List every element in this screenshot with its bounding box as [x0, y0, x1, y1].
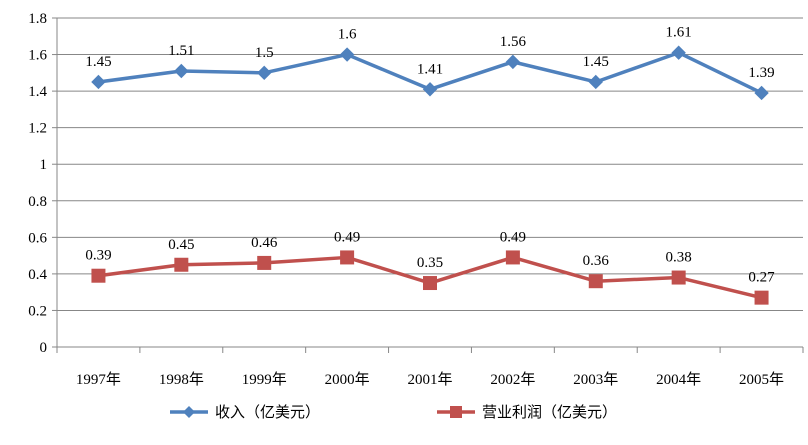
legend-marker	[450, 406, 462, 418]
data-label: 1.5	[255, 45, 274, 61]
y-tick-label: 0	[40, 340, 48, 356]
data-label: 0.45	[168, 237, 194, 253]
data-label: 1.39	[748, 65, 774, 81]
data-label: 0.49	[334, 229, 360, 245]
data-label: 0.35	[417, 255, 443, 271]
legend-label: 收入（亿美元）	[215, 403, 320, 421]
y-tick-label: 0.4	[28, 267, 47, 283]
data-point	[339, 47, 355, 62]
data-point	[505, 250, 520, 265]
data-point	[588, 74, 603, 90]
data-point	[671, 270, 686, 285]
legend-label: 营业利润（亿美元）	[482, 403, 617, 421]
x-tick-label: 2003年	[573, 371, 618, 388]
y-tick-label: 1.6	[28, 48, 47, 64]
data-label: 1.45	[85, 54, 111, 70]
data-point	[505, 54, 521, 70]
data-label: 0.49	[500, 229, 526, 245]
x-tick-label: 2005年	[739, 371, 784, 388]
data-label: 0.39	[85, 248, 111, 264]
gridlines	[57, 17, 803, 311]
data-label: 1.51	[168, 43, 194, 59]
series-1: 1.45 1.51 1.5 1.6 1.41 1.56 1.45 1.61 1.39	[85, 25, 775, 101]
y-tick-label: 0.8	[28, 194, 47, 210]
data-point	[257, 65, 272, 81]
data-point	[588, 274, 603, 289]
data-label: 1.45	[583, 54, 609, 70]
data-point	[91, 74, 106, 90]
legend: 收入（亿美元） 营业利润（亿美元）	[170, 403, 617, 421]
data-point	[340, 250, 355, 265]
data-label: 1.56	[500, 34, 527, 50]
x-tick-label: 1999年	[242, 371, 287, 388]
data-point	[754, 290, 769, 305]
y-tick-label: 1.4	[28, 84, 47, 100]
legend-item: 营业利润（亿美元）	[437, 403, 617, 421]
x-axis-ticks: 1997年 1998年 1999年 2000年 2001年 2002年 2003年 2004年…	[56, 347, 804, 388]
data-point	[422, 82, 438, 97]
legend-item: 收入（亿美元）	[170, 403, 320, 421]
x-tick-label: 1997年	[76, 371, 121, 388]
data-point	[423, 276, 437, 291]
x-tick-label: 2002年	[490, 371, 535, 388]
data-point	[671, 45, 686, 60]
data-label: 1.41	[417, 61, 443, 77]
data-label: 0.38	[666, 250, 692, 266]
data-label: 1.61	[666, 25, 692, 41]
x-tick-label: 2001年	[407, 371, 452, 388]
data-point	[174, 63, 189, 79]
x-tick-label: 2000年	[325, 371, 370, 388]
x-tick-label: 2004年	[656, 371, 701, 388]
legend-marker	[183, 406, 195, 418]
data-label: 0.36	[583, 253, 610, 269]
y-tick-label: 1.8	[28, 11, 47, 27]
series-2: 0.39 0.45 0.46 0.49 0.35 0.49 0.36 0.38 0.27	[85, 229, 775, 305]
axes	[56, 18, 803, 348]
data-label: 0.46	[251, 235, 278, 251]
y-axis-ticks: 0 0.2 0.4 0.6 0.8 1 1.2 1.4 1.6 1.8	[28, 11, 57, 356]
data-point	[257, 255, 272, 270]
series-layer: 1.451.51 1.51.61.411.561.451.611.390.390.…	[85, 25, 775, 305]
data-label: 0.27	[748, 270, 775, 286]
y-tick-label: 0.6	[28, 230, 47, 246]
x-tick-label: 1998年	[159, 371, 204, 388]
data-point	[174, 257, 189, 272]
y-tick-label: 1.2	[28, 121, 47, 137]
y-tick-label: 1	[40, 157, 48, 173]
data-point	[754, 85, 769, 101]
data-label: 1.6	[338, 27, 357, 43]
data-point	[91, 268, 106, 283]
y-tick-label: 0.2	[28, 303, 47, 319]
